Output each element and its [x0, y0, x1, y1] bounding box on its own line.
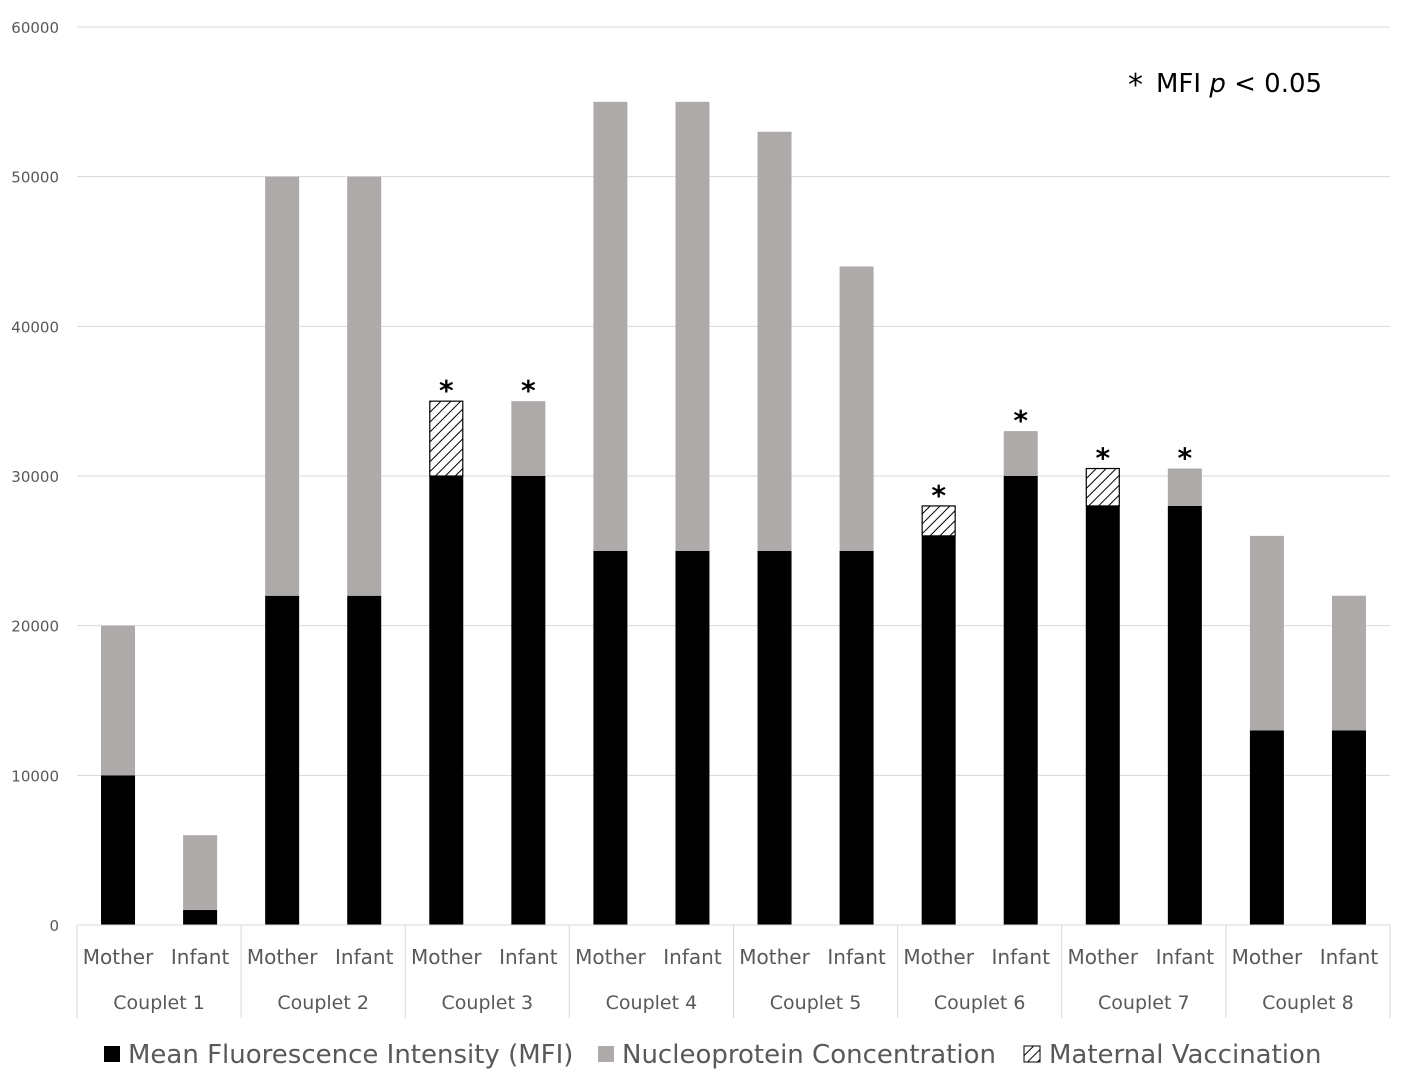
significance-star: * — [931, 479, 946, 512]
bar-nucleoprotein — [675, 101, 710, 551]
significance-star: * — [439, 374, 454, 407]
x-tick-label: Mother — [247, 945, 318, 969]
annotation-text: MFI p < 0.05 — [1156, 69, 1322, 99]
legend-swatch-mfi — [104, 1046, 120, 1062]
bar-maternal-vaccination — [1085, 467, 1120, 507]
bar-nucleoprotein — [1331, 595, 1366, 731]
group-label: Couplet 1 — [113, 992, 205, 1014]
x-tick-label: Infant — [335, 945, 394, 969]
bar-nucleoprotein — [511, 401, 546, 476]
group-label: Couplet 4 — [606, 992, 698, 1014]
x-tick-label: Mother — [411, 945, 482, 969]
significance-star: * — [1178, 442, 1193, 475]
x-axis: Mother Infant Mother Infant Mother Infant Moth… — [76, 924, 1391, 1018]
significance-star: * — [1013, 404, 1028, 437]
bar-nucleoprotein — [593, 101, 628, 551]
legend-swatch-nucleoprotein — [598, 1046, 614, 1062]
bar-nucleoprotein — [1003, 431, 1038, 476]
group-label: Couplet 3 — [442, 992, 534, 1014]
y-tick-label: 50000 — [11, 169, 59, 187]
bar-nucleoprotein — [183, 835, 218, 911]
group-label: Couplet 7 — [1098, 992, 1190, 1014]
bar-mfi — [1249, 730, 1284, 925]
bar-mfi — [757, 550, 792, 925]
bar-nucleoprotein — [101, 625, 136, 776]
bar-mfi — [101, 775, 136, 925]
y-tick-label: 40000 — [11, 318, 59, 336]
bar-mfi — [1331, 730, 1366, 925]
bar-mfi — [675, 550, 710, 925]
bar-mfi — [183, 910, 218, 925]
x-tick-label: Infant — [171, 945, 230, 969]
bar-nucleoprotein — [839, 266, 874, 551]
bars: * * * * * * — [101, 101, 1366, 925]
bar-nucleoprotein — [1167, 468, 1202, 506]
group-label: Couplet 2 — [277, 992, 369, 1014]
bar-mfi — [1003, 476, 1038, 925]
bar-nucleoprotein — [1249, 535, 1284, 731]
group-label: Couplet 5 — [770, 992, 862, 1014]
x-tick-label: Mother — [739, 945, 810, 969]
group-label: Couplet 8 — [1262, 992, 1354, 1014]
y-tick-label: 0 — [49, 917, 59, 935]
legend-label-nucleoprotein: Nucleoprotein Concentration — [622, 1040, 996, 1070]
legend: Mean Fluorescence Intensity (MFI) Nucleo… — [104, 1040, 1321, 1070]
annotation-star: * — [1128, 68, 1143, 103]
bar-nucleoprotein — [265, 176, 300, 596]
x-tick-label: Infant — [992, 945, 1051, 969]
x-tick-label: Mother — [903, 945, 974, 969]
y-tick-label: 60000 — [11, 19, 59, 37]
annotation-p-italic: p — [1208, 69, 1226, 99]
bar-mfi — [511, 476, 546, 925]
bar-nucleoprotein — [757, 131, 792, 551]
x-tick-label: Mother — [575, 945, 646, 969]
bar-mfi — [1167, 505, 1202, 925]
bar-mfi — [265, 595, 300, 925]
x-tick-label: Mother — [1232, 945, 1303, 969]
annotation-text-before: MFI — [1156, 69, 1209, 99]
significance-star: * — [521, 374, 536, 407]
bar-mfi — [921, 535, 956, 925]
y-tick-label: 10000 — [11, 767, 59, 785]
bar-mfi — [347, 595, 382, 925]
group-label: Couplet 6 — [934, 992, 1026, 1014]
y-tick-label: 20000 — [11, 618, 59, 636]
bar-mfi — [593, 550, 628, 925]
bar-mfi — [839, 550, 874, 925]
x-tick-label: Infant — [663, 945, 722, 969]
significance-annotation: * MFI p < 0.05 — [1128, 68, 1322, 103]
significance-star: * — [1095, 442, 1110, 475]
bar-mfi — [429, 476, 464, 925]
legend-label-mfi: Mean Fluorescence Intensity (MFI) — [128, 1040, 573, 1070]
y-axis: 0 10000 20000 30000 40000 50000 60000 — [11, 19, 59, 935]
y-tick-label: 30000 — [11, 468, 59, 486]
annotation-text-after: < 0.05 — [1226, 69, 1322, 99]
x-tick-label: Infant — [1156, 945, 1215, 969]
legend-label-vaccination: Maternal Vaccination — [1049, 1040, 1321, 1070]
bar-nucleoprotein — [347, 176, 382, 596]
legend-swatch-vaccination — [1023, 1045, 1041, 1063]
bar-maternal-vaccination — [429, 400, 464, 477]
x-tick-label: Infant — [827, 945, 886, 969]
x-tick-label: Mother — [83, 945, 154, 969]
x-tick-label: Infant — [499, 945, 558, 969]
x-tick-label: Mother — [1068, 945, 1139, 969]
bar-mfi — [1085, 505, 1120, 925]
x-tick-label: Infant — [1320, 945, 1379, 969]
bar-maternal-vaccination — [921, 505, 956, 537]
